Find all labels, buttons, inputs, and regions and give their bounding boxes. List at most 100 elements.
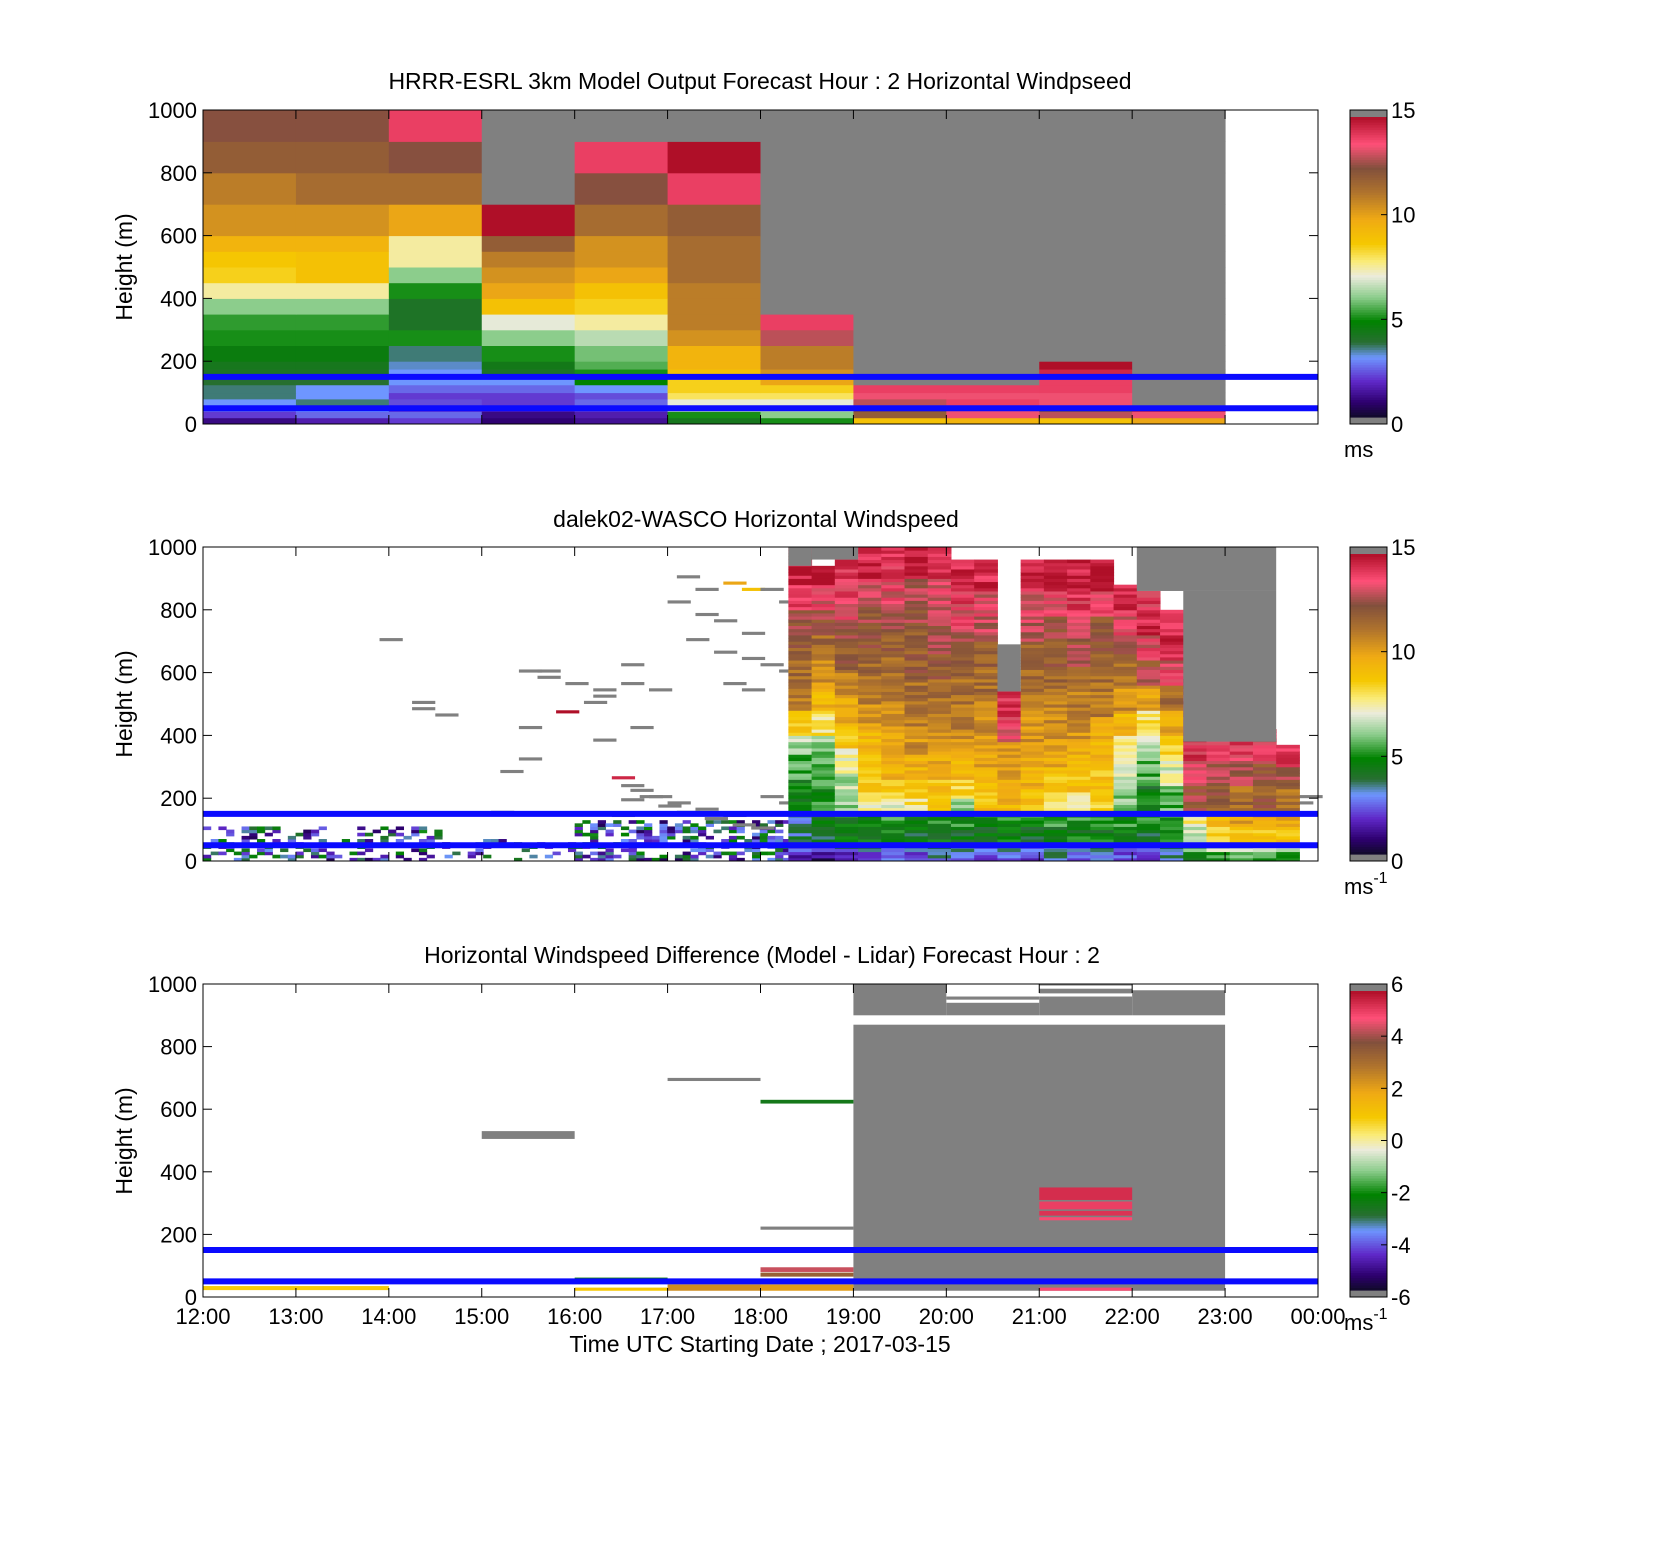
heatmap-cell bbox=[1043, 622, 1068, 626]
heatmap-cell bbox=[834, 600, 859, 605]
heatmap-cell bbox=[904, 839, 929, 843]
heatmap-cell bbox=[295, 392, 390, 400]
colorbar-tick-label: 0 bbox=[1391, 412, 1403, 437]
heatmap-cell bbox=[1039, 1287, 1133, 1291]
heatmap-cell bbox=[574, 1287, 668, 1291]
heatmap-cell bbox=[881, 616, 906, 620]
heatmap-cell bbox=[605, 848, 614, 853]
heatmap-cell bbox=[1043, 729, 1068, 733]
heatmap-cell bbox=[834, 663, 859, 667]
heatmap-cell bbox=[752, 851, 761, 856]
heatmap-cell bbox=[811, 568, 836, 573]
heatmap-cell bbox=[1067, 653, 1091, 658]
heatmap-cell bbox=[853, 267, 947, 284]
heatmap-cell bbox=[1276, 804, 1300, 809]
heatmap-cell bbox=[760, 110, 854, 142]
heatmap-cell bbox=[946, 172, 1040, 205]
colorbar-segment bbox=[1350, 249, 1387, 253]
heatmap-cell bbox=[834, 763, 859, 768]
heatmap-cell bbox=[904, 694, 929, 699]
heatmap-cell bbox=[1043, 773, 1068, 777]
heatmap-cell bbox=[295, 251, 390, 268]
heatmap-cell bbox=[950, 584, 975, 589]
heatmap-cell bbox=[272, 829, 281, 834]
heatmap-cell bbox=[834, 631, 859, 636]
heatmap-cell bbox=[1276, 788, 1300, 793]
heatmap-cell bbox=[481, 361, 576, 370]
heatmap-cell bbox=[1276, 791, 1300, 796]
heatmap-cell bbox=[811, 704, 836, 708]
heatmap-cell bbox=[620, 826, 630, 831]
colorbar-segment bbox=[1350, 199, 1387, 203]
heatmap-cell bbox=[1183, 826, 1207, 831]
heatmap-cell bbox=[950, 826, 975, 831]
heatmap-cell bbox=[946, 996, 1040, 1000]
heatmap-cell bbox=[1136, 716, 1161, 721]
heatmap-cell bbox=[593, 694, 617, 698]
colorbar-segment bbox=[1350, 282, 1387, 286]
heatmap-cell bbox=[280, 854, 289, 859]
heatmap-cell bbox=[1160, 619, 1184, 623]
heatmap-cell bbox=[1043, 832, 1068, 837]
heatmap-cell bbox=[950, 795, 975, 799]
heatmap-cell bbox=[1276, 823, 1300, 827]
heatmap-cell bbox=[788, 782, 813, 787]
heatmap-cell bbox=[858, 782, 882, 787]
heatmap-cell bbox=[1043, 848, 1068, 853]
heatmap-cell bbox=[834, 791, 859, 796]
heatmap-cell bbox=[1043, 782, 1068, 787]
colorbar-segment bbox=[1350, 227, 1387, 231]
heatmap-cell bbox=[1160, 757, 1184, 762]
heatmap-cell bbox=[1067, 741, 1091, 746]
heatmap-cell bbox=[904, 804, 929, 809]
heatmap-cell bbox=[950, 672, 975, 677]
heatmap-cell bbox=[811, 769, 836, 774]
heatmap-cell bbox=[605, 851, 614, 856]
heatmap-cell bbox=[950, 738, 975, 743]
colorbar-segment bbox=[1350, 1190, 1387, 1194]
heatmap-cell bbox=[1067, 622, 1091, 626]
heatmap-cell bbox=[927, 760, 952, 765]
colorbar-segment bbox=[1350, 1195, 1387, 1199]
heatmap-cell bbox=[881, 807, 906, 812]
heatmap-cell bbox=[605, 823, 614, 827]
heatmap-cell bbox=[811, 751, 836, 755]
heatmap-cell bbox=[950, 804, 975, 809]
heatmap-cell bbox=[1252, 832, 1277, 837]
heatmap-cell bbox=[1229, 782, 1254, 787]
x-tick-label: 15:00 bbox=[454, 1304, 509, 1329]
heatmap-cell bbox=[788, 716, 813, 721]
heatmap-cell bbox=[1136, 597, 1161, 601]
heatmap-cell bbox=[674, 826, 684, 831]
heatmap-cell bbox=[613, 854, 622, 859]
heatmap-cell bbox=[946, 384, 1040, 394]
heatmap-cell bbox=[811, 707, 836, 711]
heatmap-cell bbox=[858, 704, 882, 708]
heatmap-cell bbox=[834, 619, 859, 623]
colorbar-segment bbox=[1350, 149, 1387, 153]
heatmap-cell bbox=[644, 835, 653, 840]
heatmap-cell bbox=[649, 688, 673, 692]
heatmap-cell bbox=[1136, 704, 1161, 708]
colorbar-segment bbox=[1350, 1028, 1387, 1032]
heatmap-cell bbox=[1039, 345, 1133, 362]
heatmap-cell bbox=[1067, 788, 1091, 793]
colorbar-segment bbox=[1350, 204, 1387, 208]
heatmap-cell bbox=[1229, 747, 1254, 752]
heatmap-cell bbox=[1160, 685, 1184, 689]
heatmap-cell bbox=[713, 851, 722, 856]
heatmap-cell bbox=[927, 719, 952, 724]
heatmap-cell bbox=[1113, 732, 1138, 736]
heatmap-cell bbox=[950, 817, 975, 821]
heatmap-cell bbox=[1113, 804, 1138, 809]
heatmap-cell bbox=[452, 851, 461, 856]
heatmap-cell bbox=[927, 660, 952, 664]
heatmap-cell bbox=[974, 697, 998, 702]
colorbar-segment bbox=[1350, 814, 1387, 818]
heatmap-cell bbox=[203, 854, 212, 859]
heatmap-cell bbox=[1160, 766, 1184, 771]
heatmap-cell bbox=[927, 578, 952, 583]
heatmap-cell bbox=[1160, 675, 1184, 680]
heatmap-cell bbox=[388, 298, 483, 315]
heatmap-cell bbox=[858, 556, 882, 561]
